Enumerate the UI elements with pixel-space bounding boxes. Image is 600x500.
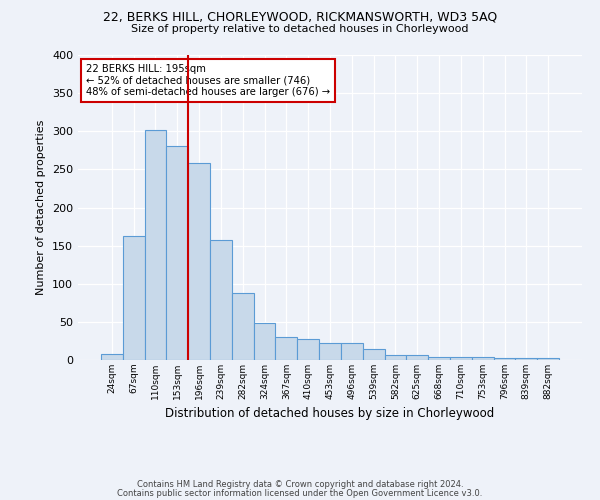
Bar	[363, 350, 385, 360]
Bar	[297, 340, 319, 360]
Text: 22 BERKS HILL: 195sqm
← 52% of detached houses are smaller (746)
48% of semi-det: 22 BERKS HILL: 195sqm ← 52% of detached …	[86, 64, 329, 98]
Text: Contains HM Land Registry data © Crown copyright and database right 2024.: Contains HM Land Registry data © Crown c…	[137, 480, 463, 489]
Bar	[515, 358, 537, 360]
Text: Contains public sector information licensed under the Open Government Licence v3: Contains public sector information licen…	[118, 490, 482, 498]
Bar	[210, 240, 232, 360]
Bar	[450, 357, 472, 360]
X-axis label: Distribution of detached houses by size in Chorleywood: Distribution of detached houses by size …	[166, 408, 494, 420]
Bar	[254, 322, 275, 360]
Bar	[123, 236, 145, 360]
Bar	[472, 357, 494, 360]
Bar	[145, 130, 166, 360]
Text: 22, BERKS HILL, CHORLEYWOOD, RICKMANSWORTH, WD3 5AQ: 22, BERKS HILL, CHORLEYWOOD, RICKMANSWOR…	[103, 11, 497, 24]
Bar	[428, 357, 450, 360]
Bar	[232, 293, 254, 360]
Text: Size of property relative to detached houses in Chorleywood: Size of property relative to detached ho…	[131, 24, 469, 34]
Bar	[188, 164, 210, 360]
Bar	[537, 358, 559, 360]
Bar	[319, 343, 341, 360]
Bar	[494, 358, 515, 360]
Bar	[275, 337, 297, 360]
Bar	[385, 354, 406, 360]
Bar	[406, 356, 428, 360]
Bar	[166, 146, 188, 360]
Bar	[341, 343, 363, 360]
Y-axis label: Number of detached properties: Number of detached properties	[37, 120, 46, 295]
Bar	[101, 354, 123, 360]
